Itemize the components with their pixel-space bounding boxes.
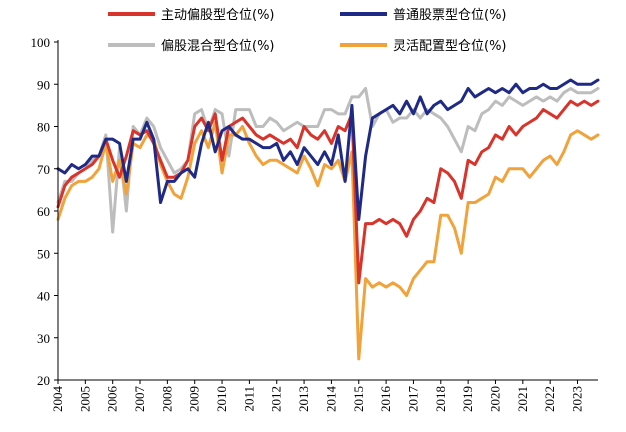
legend: 主动偏股型仓位(%) 普通股票型仓位(%) 偏股混合型仓位(%) 灵活配置型仓位… xyxy=(108,8,507,54)
series-line-common-stock xyxy=(56,78,600,221)
y-tick-label-100: 100 xyxy=(31,35,51,50)
x-tick-label-2021: 2021 xyxy=(515,386,530,412)
x-tick-label-2009: 2009 xyxy=(187,386,202,412)
series-layer xyxy=(56,78,600,361)
y-tick-label-70: 70 xyxy=(37,162,50,177)
x-tick-label-2005: 2005 xyxy=(77,386,92,412)
x-tick-label-2013: 2013 xyxy=(296,386,311,412)
legend-item-active-equity: 主动偏股型仓位(%) xyxy=(108,8,275,23)
x-tick-label-2004: 2004 xyxy=(50,386,65,413)
legend-item-common-stock: 普通股票型仓位(%) xyxy=(340,8,507,23)
x-tick-label-2006: 2006 xyxy=(105,386,120,413)
legend-item-flexible: 灵活配置型仓位(%) xyxy=(340,39,507,54)
legend-label-equity-hybrid: 偏股混合型仓位(%) xyxy=(161,39,275,54)
y-tick-label-60: 60 xyxy=(37,204,50,219)
y-tick-label-40: 40 xyxy=(37,289,50,304)
x-tick-label-2010: 2010 xyxy=(214,386,229,412)
y-tick-label-90: 90 xyxy=(37,77,50,92)
legend-label-flexible: 灵活配置型仓位(%) xyxy=(393,39,507,54)
x-tick-label-2015: 2015 xyxy=(351,386,366,412)
axes-layer: 20 30 40 50 60 70 80 90 100 2004 2005 2006 2007 2008 2… xyxy=(31,35,598,413)
legend-label-active-equity: 主动偏股型仓位(%) xyxy=(161,8,275,23)
x-tick-label-2019: 2019 xyxy=(460,386,475,412)
x-tick-label-2008: 2008 xyxy=(159,386,174,412)
x-tick-label-2007: 2007 xyxy=(132,386,147,413)
y-tick-label-50: 50 xyxy=(37,246,50,261)
y-tick-label-20: 20 xyxy=(37,373,50,388)
x-tick-label-2014: 2014 xyxy=(323,386,338,413)
x-tick-label-2011: 2011 xyxy=(241,386,256,412)
x-tick-label-2017: 2017 xyxy=(405,386,420,413)
y-tick-label-80: 80 xyxy=(37,120,50,135)
x-tick-label-2020: 2020 xyxy=(487,386,502,412)
x-tick-label-2016: 2016 xyxy=(378,386,393,413)
x-tick-label-2022: 2022 xyxy=(542,386,557,412)
x-tick-label-2012: 2012 xyxy=(269,386,284,412)
series-line-active-equity xyxy=(56,99,600,285)
y-tick-label-30: 30 xyxy=(37,331,50,346)
legend-item-equity-hybrid: 偏股混合型仓位(%) xyxy=(108,39,275,54)
series-line-equity-hybrid xyxy=(56,86,600,234)
x-tick-label-2018: 2018 xyxy=(433,386,448,412)
legend-label-common-stock: 普通股票型仓位(%) xyxy=(393,8,507,23)
x-tick-label-2023: 2023 xyxy=(569,386,584,412)
